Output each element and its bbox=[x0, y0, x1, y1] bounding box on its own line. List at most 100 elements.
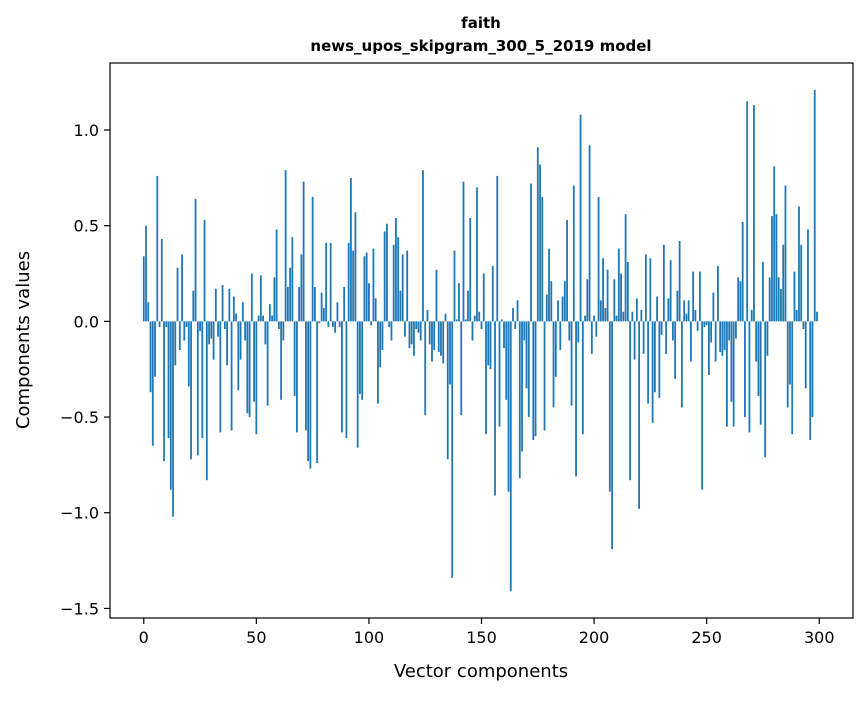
bar-259 bbox=[726, 321, 728, 427]
bar-289 bbox=[793, 271, 796, 322]
bar-10 bbox=[165, 321, 168, 328]
bar-239 bbox=[680, 321, 683, 408]
bar-92 bbox=[350, 177, 352, 322]
bar-85 bbox=[334, 321, 337, 333]
bar-182 bbox=[552, 321, 555, 408]
bar-185 bbox=[559, 321, 562, 351]
bar-196 bbox=[584, 315, 586, 322]
bar-168 bbox=[521, 321, 523, 452]
bar-234 bbox=[669, 260, 672, 322]
chart-subtitle: news_upos_skipgram_300_5_2019 model bbox=[310, 37, 651, 55]
bar-39 bbox=[230, 321, 233, 431]
bar-227 bbox=[653, 321, 656, 393]
bar-282 bbox=[777, 277, 780, 322]
bar-3 bbox=[149, 321, 152, 393]
bar-252 bbox=[710, 321, 713, 343]
bar-251 bbox=[708, 321, 710, 375]
bar-228 bbox=[656, 296, 659, 322]
bar-153 bbox=[487, 321, 490, 366]
bar-35 bbox=[221, 285, 224, 322]
bar-243 bbox=[689, 321, 692, 362]
bar-298 bbox=[813, 89, 816, 322]
bar-198 bbox=[588, 145, 591, 322]
bar-131 bbox=[437, 321, 440, 352]
bar-4 bbox=[151, 321, 154, 446]
bar-5 bbox=[154, 321, 156, 377]
bar-208 bbox=[611, 321, 613, 550]
bar-117 bbox=[406, 250, 409, 322]
bar-142 bbox=[462, 181, 465, 322]
bar-195 bbox=[581, 321, 584, 435]
bar-271 bbox=[753, 105, 755, 322]
bar-137 bbox=[451, 321, 454, 578]
bar-33 bbox=[217, 321, 219, 337]
x-tick-label: 150 bbox=[466, 628, 497, 647]
bar-205 bbox=[604, 307, 607, 322]
bar-99 bbox=[365, 252, 368, 322]
bar-190 bbox=[570, 321, 573, 406]
bar-77 bbox=[316, 321, 319, 463]
bar-223 bbox=[644, 254, 647, 322]
bar-75 bbox=[311, 196, 314, 322]
bar-61 bbox=[280, 321, 283, 400]
bar-135 bbox=[446, 321, 449, 460]
bar-98 bbox=[363, 256, 366, 322]
bar-159 bbox=[500, 319, 503, 322]
bar-211 bbox=[617, 248, 620, 322]
bar-128 bbox=[431, 321, 433, 362]
bar-34 bbox=[219, 321, 222, 433]
bar-139 bbox=[455, 319, 458, 322]
bar-129 bbox=[433, 321, 436, 351]
bar-20 bbox=[187, 321, 190, 387]
bar-110 bbox=[390, 321, 393, 341]
bar-36 bbox=[223, 321, 226, 330]
bar-150 bbox=[480, 321, 483, 330]
bar-213 bbox=[622, 311, 625, 322]
bar-161 bbox=[505, 321, 508, 400]
bar-148 bbox=[476, 187, 478, 322]
bar-65 bbox=[289, 267, 292, 322]
bar-81 bbox=[325, 242, 328, 322]
bar-19 bbox=[185, 321, 188, 328]
bar-270 bbox=[750, 309, 753, 322]
bar-52 bbox=[259, 275, 262, 322]
bar-254 bbox=[714, 321, 717, 362]
bar-269 bbox=[748, 321, 751, 433]
bar-266 bbox=[741, 221, 744, 322]
bar-130 bbox=[435, 269, 438, 322]
bar-221 bbox=[640, 309, 643, 322]
bar-193 bbox=[577, 321, 580, 343]
bar-281 bbox=[775, 214, 778, 322]
bar-236 bbox=[674, 321, 677, 379]
bar-276 bbox=[764, 321, 767, 458]
bar-114 bbox=[399, 290, 402, 322]
bar-84 bbox=[332, 321, 334, 328]
bar-70 bbox=[300, 254, 303, 322]
bar-297 bbox=[811, 321, 814, 418]
bar-191 bbox=[572, 185, 575, 322]
bar-50 bbox=[255, 321, 258, 435]
bar-30 bbox=[210, 321, 213, 339]
bar-57 bbox=[271, 315, 274, 322]
bar-194 bbox=[579, 114, 582, 322]
bar-184 bbox=[557, 300, 559, 322]
bar-2 bbox=[147, 302, 150, 322]
bar-15 bbox=[176, 267, 179, 322]
bar-155 bbox=[491, 265, 494, 322]
bar-214 bbox=[624, 214, 627, 322]
bar-272 bbox=[755, 321, 758, 362]
bar-246 bbox=[696, 321, 699, 331]
bar-54 bbox=[264, 321, 267, 345]
bar-256 bbox=[719, 321, 722, 352]
bar-209 bbox=[613, 279, 616, 322]
bar-63 bbox=[284, 170, 287, 322]
bar-248 bbox=[701, 321, 704, 490]
bar-180 bbox=[548, 248, 550, 322]
bar-288 bbox=[791, 321, 794, 435]
y-axis-label: Components values bbox=[13, 251, 34, 429]
bar-141 bbox=[460, 321, 463, 416]
bar-25 bbox=[199, 321, 201, 331]
bar-285 bbox=[784, 185, 787, 322]
bar-274 bbox=[759, 321, 762, 425]
